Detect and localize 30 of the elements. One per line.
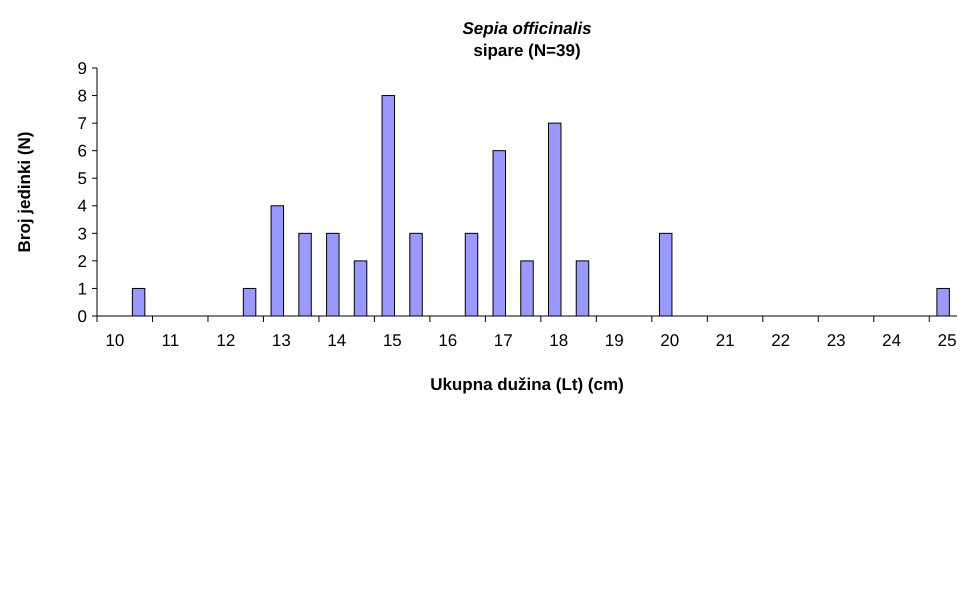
chart-subtitle: sipare (N=39) — [473, 41, 581, 60]
y-tick-label: 9 — [78, 58, 87, 78]
y-tick-label: 3 — [78, 224, 87, 244]
x-tick-label: 12 — [216, 331, 236, 350]
x-tick-label: 11 — [162, 331, 180, 350]
x-tick-label: 19 — [604, 331, 624, 350]
y-tick-label: 7 — [78, 114, 87, 134]
x-tick-label: 21 — [716, 331, 735, 350]
y-tick-label: 8 — [78, 86, 87, 106]
x-tick-label: 18 — [549, 331, 568, 350]
x-tick-label: 25 — [938, 331, 957, 350]
x-tick-label: 17 — [494, 331, 513, 350]
x-axis-title: Ukupna dužina (Lt) (cm) — [430, 375, 624, 394]
x-tick-label: 24 — [882, 331, 902, 350]
x-tick-label: 15 — [382, 331, 402, 350]
x-tick-label: 16 — [438, 331, 458, 350]
y-tick-label: 6 — [78, 142, 87, 161]
y-tick-label: 0 — [78, 306, 87, 326]
x-tick-label: 20 — [660, 331, 680, 350]
chart-title: Sepia officinalis — [462, 19, 592, 38]
y-tick-label: 2 — [78, 252, 87, 271]
x-tick-label: 22 — [771, 331, 790, 350]
x-tick-label: 23 — [826, 331, 846, 350]
y-tick-label: 1 — [78, 279, 87, 298]
y-tick-label: 4 — [78, 196, 87, 216]
x-tick-label: 14 — [327, 331, 346, 350]
x-tick-label: 10 — [105, 331, 124, 350]
y-tick-label: 5 — [78, 169, 87, 188]
x-tick-label: 13 — [272, 331, 291, 350]
y-axis-title: Broj jedinki (N) — [15, 132, 34, 252]
